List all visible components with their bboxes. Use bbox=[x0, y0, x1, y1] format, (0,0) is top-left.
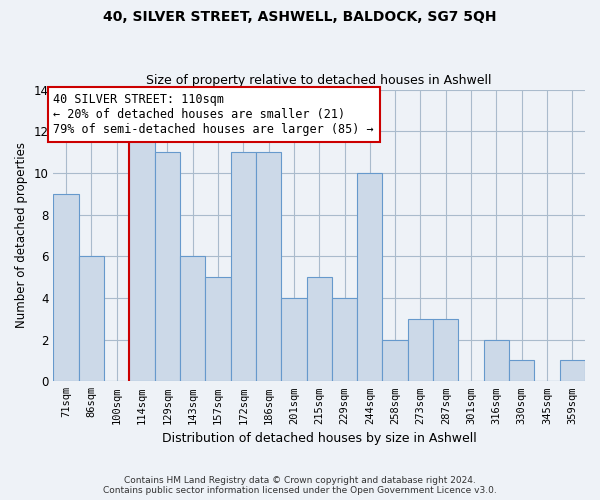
Bar bbox=[130, 131, 155, 382]
Y-axis label: Number of detached properties: Number of detached properties bbox=[15, 142, 28, 328]
Bar bbox=[509, 360, 535, 382]
Bar bbox=[332, 298, 357, 382]
Bar bbox=[408, 319, 433, 382]
Bar bbox=[155, 152, 180, 382]
Text: Contains HM Land Registry data © Crown copyright and database right 2024.
Contai: Contains HM Land Registry data © Crown c… bbox=[103, 476, 497, 495]
Bar bbox=[205, 277, 230, 382]
Title: Size of property relative to detached houses in Ashwell: Size of property relative to detached ho… bbox=[146, 74, 492, 87]
Text: 40, SILVER STREET, ASHWELL, BALDOCK, SG7 5QH: 40, SILVER STREET, ASHWELL, BALDOCK, SG7… bbox=[103, 10, 497, 24]
Bar bbox=[382, 340, 408, 382]
Bar bbox=[180, 256, 205, 382]
Bar bbox=[433, 319, 458, 382]
Bar bbox=[560, 360, 585, 382]
Bar bbox=[307, 277, 332, 382]
Bar bbox=[484, 340, 509, 382]
Bar bbox=[256, 152, 281, 382]
Bar bbox=[79, 256, 104, 382]
Bar bbox=[281, 298, 307, 382]
Text: 40 SILVER STREET: 110sqm
← 20% of detached houses are smaller (21)
79% of semi-d: 40 SILVER STREET: 110sqm ← 20% of detach… bbox=[53, 92, 374, 136]
X-axis label: Distribution of detached houses by size in Ashwell: Distribution of detached houses by size … bbox=[162, 432, 476, 445]
Bar bbox=[230, 152, 256, 382]
Bar bbox=[53, 194, 79, 382]
Bar bbox=[357, 173, 382, 382]
